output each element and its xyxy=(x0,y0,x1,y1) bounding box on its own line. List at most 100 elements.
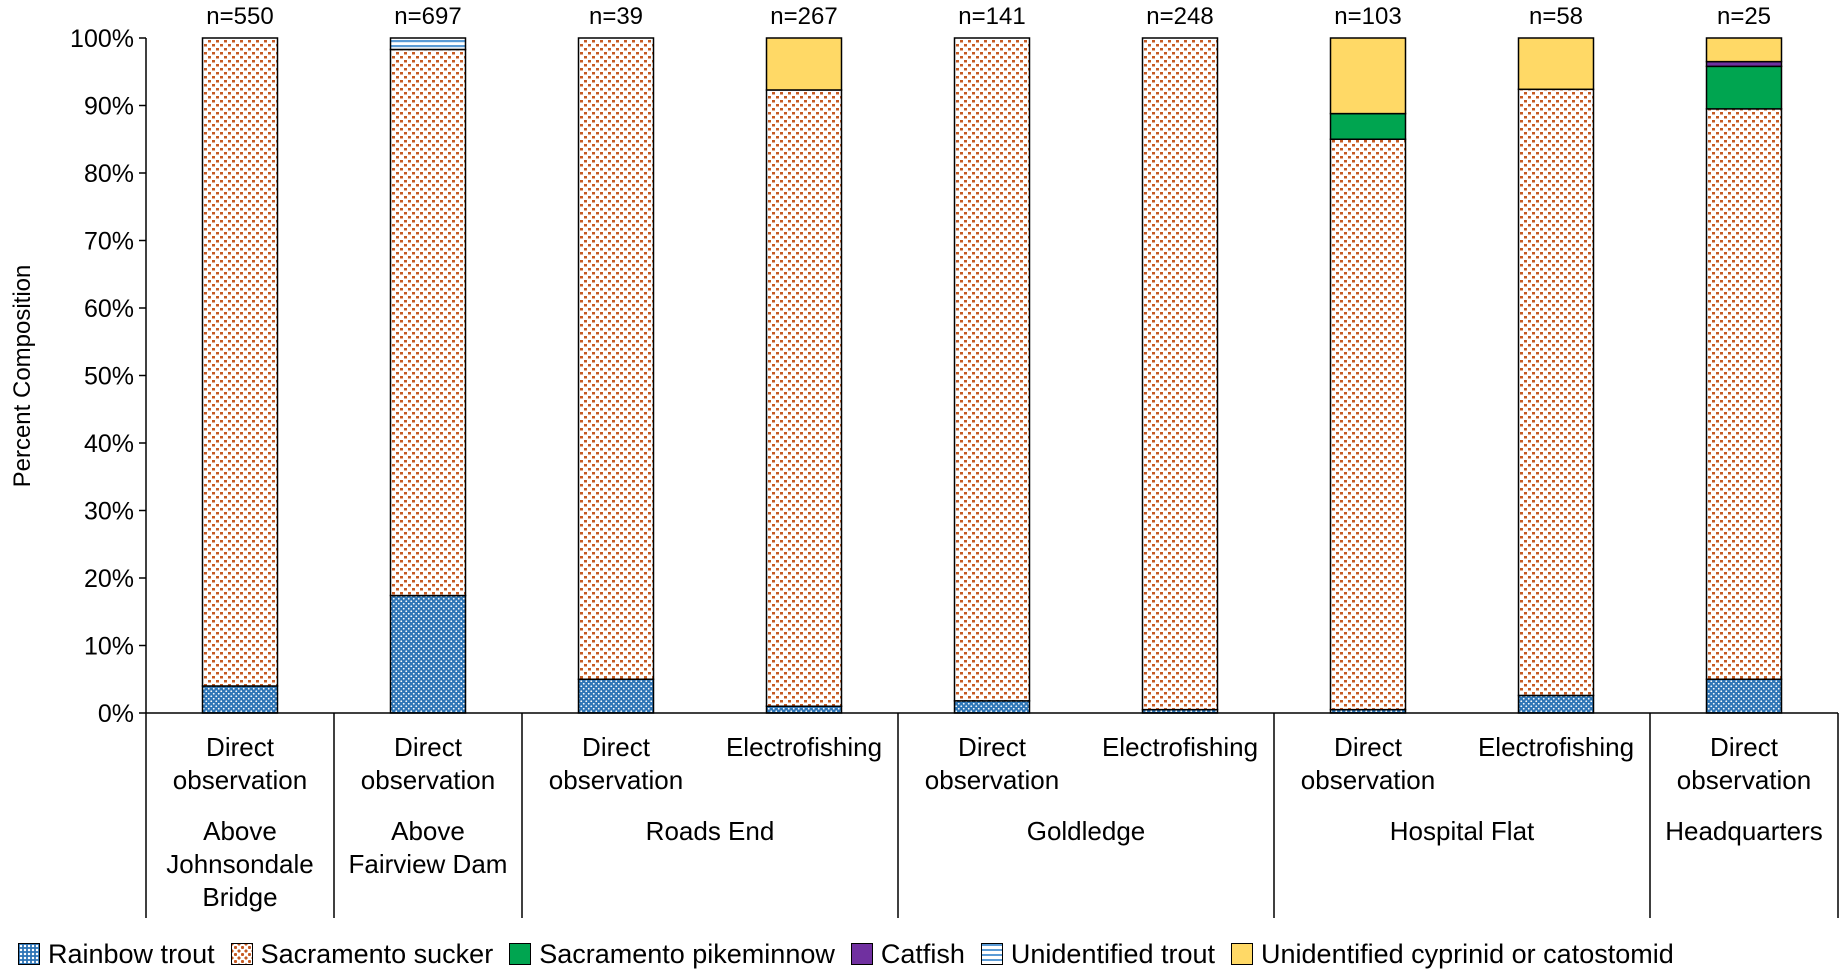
bar-segment-sacramento-sucker xyxy=(201,37,279,687)
bar-segment-sacramento-sucker xyxy=(1329,138,1407,711)
bar-5 xyxy=(953,37,1031,714)
method-label: Direct xyxy=(1710,732,1779,762)
category-axis: DirectobservationDirectobservationDirect… xyxy=(145,712,1839,918)
y-tick-label: 70% xyxy=(84,228,134,256)
y-tick-label: 80% xyxy=(84,160,134,188)
bar-segment-unidentified-cyprinid-or-catostomid xyxy=(1705,37,1783,63)
y-tick-label: 40% xyxy=(84,430,134,458)
y-tick-label: 50% xyxy=(84,363,134,391)
bar-1 xyxy=(201,37,279,714)
bar-6 xyxy=(1141,37,1219,714)
bar-2 xyxy=(389,37,467,714)
n-label: n=267 xyxy=(770,3,837,30)
site-label: Fairview Dam xyxy=(349,849,508,879)
bars xyxy=(201,37,1783,714)
method-label: observation xyxy=(1677,765,1811,795)
n-label: n=39 xyxy=(589,3,643,30)
y-tick-label: 100% xyxy=(70,25,134,53)
method-label: observation xyxy=(1301,765,1435,795)
legend-item-sacramento-pikeminnow: Sacramento pikeminnow xyxy=(509,939,835,970)
site-label: Headquarters xyxy=(1665,816,1823,846)
site-label: Johnsondale xyxy=(166,849,313,879)
bar-segment-rainbow-trout xyxy=(1517,694,1595,714)
legend-label-sacramento-pikeminnow: Sacramento pikeminnow xyxy=(539,938,835,969)
bar-segment-sacramento-sucker xyxy=(953,37,1031,702)
legend-swatch-unidentified-trout xyxy=(980,943,1003,965)
y-tick-label: 30% xyxy=(84,498,134,526)
n-label: n=141 xyxy=(958,3,1025,30)
site-label: Roads End xyxy=(646,816,775,846)
y-tick-label: 60% xyxy=(84,295,134,323)
legend-swatch-unidentified-cyprinid xyxy=(1231,943,1254,965)
bar-segment-sacramento-sucker xyxy=(1517,88,1595,697)
bar-7 xyxy=(1329,37,1407,714)
bar-9 xyxy=(1705,37,1783,714)
site-label: Above xyxy=(391,816,465,846)
legend-label-unidentified-cyprinid: Unidentified cyprinid or catostomid xyxy=(1261,938,1674,969)
legend-item-unidentified-trout: Unidentified trout xyxy=(980,938,1216,970)
bar-segment-sacramento-sucker xyxy=(389,48,467,597)
method-label: Electrofishing xyxy=(1102,732,1258,762)
site-label: Above xyxy=(203,816,277,846)
method-label: Electrofishing xyxy=(726,732,882,762)
method-label: Electrofishing xyxy=(1478,732,1634,762)
y-tick-label: 0% xyxy=(98,700,134,728)
legend-swatch-sacramento-sucker xyxy=(230,943,253,965)
legend: Rainbow trout Sacramento sucker Sacramen… xyxy=(18,937,1690,971)
bar-segment-sacramento-sucker xyxy=(577,37,655,680)
bar-segment-sacramento-sucker xyxy=(1141,37,1219,711)
bar-segment-unidentified-cyprinid-or-catostomid xyxy=(1517,37,1595,91)
legend-label-rainbow-trout: Rainbow trout xyxy=(48,938,215,969)
method-label: observation xyxy=(173,765,307,795)
y-tick-label: 20% xyxy=(84,565,134,593)
bar-segment-rainbow-trout xyxy=(765,705,843,714)
legend-label-unidentified-trout: Unidentified trout xyxy=(1010,938,1216,969)
method-label: Direct xyxy=(394,732,463,762)
n-label: n=25 xyxy=(1717,3,1771,30)
n-label: n=58 xyxy=(1529,3,1583,30)
bar-4 xyxy=(765,37,843,714)
site-label: Goldledge xyxy=(1027,816,1146,846)
legend-label-sacramento-sucker: Sacramento sucker xyxy=(260,938,494,969)
y-tick-label: 10% xyxy=(84,633,134,661)
y-tick-label: 90% xyxy=(84,93,134,121)
bar-segment-sacramento-sucker xyxy=(1705,108,1783,680)
site-label: Bridge xyxy=(202,882,277,912)
legend-swatch-sacramento-pikeminnow xyxy=(509,943,532,965)
bar-segment-rainbow-trout xyxy=(389,594,467,714)
legend-item-unidentified-cyprinid: Unidentified cyprinid or catostomid xyxy=(1231,939,1674,970)
bar-segment-rainbow-trout xyxy=(953,700,1031,714)
legend-item-catfish: Catfish xyxy=(850,938,965,970)
bar-segment-unidentified-cyprinid-or-catostomid xyxy=(765,37,843,91)
bar-3 xyxy=(577,37,655,714)
method-label: Direct xyxy=(206,732,275,762)
bar-segment-unidentified-trout xyxy=(389,37,467,51)
bar-segment-sacramento-sucker xyxy=(765,89,843,708)
legend-swatch-rainbow-trout xyxy=(18,943,40,965)
method-label: observation xyxy=(549,765,683,795)
bar-segment-rainbow-trout xyxy=(577,678,655,714)
method-label: Direct xyxy=(1334,732,1403,762)
site-label: Hospital Flat xyxy=(1390,816,1535,846)
method-label: Direct xyxy=(958,732,1027,762)
n-label: n=103 xyxy=(1334,3,1401,30)
bar-segment-sacramento-pikeminnow xyxy=(1705,65,1783,110)
legend-swatch-catfish xyxy=(850,943,873,965)
bar-segment-sacramento-pikeminnow xyxy=(1329,112,1407,140)
n-label: n=248 xyxy=(1146,3,1213,30)
n-label: n=550 xyxy=(206,3,273,30)
method-label: Direct xyxy=(582,732,651,762)
bar-segment-rainbow-trout xyxy=(1705,678,1783,714)
y-axis-title: Percent Composition xyxy=(9,265,36,488)
y-axis: 0% 10% 20% 30% 40% 50% 60% 70% 80% 90% 100% xyxy=(70,25,147,728)
method-label: observation xyxy=(361,765,495,795)
bar-segment-unidentified-cyprinid-or-catostomid xyxy=(1329,37,1407,115)
legend-item-sacramento-sucker: Sacramento sucker xyxy=(230,938,494,970)
bar-8 xyxy=(1517,37,1595,714)
legend-label-catfish: Catfish xyxy=(880,938,965,969)
stacked-bar-chart: Percent Composition 0% 10% 20% 30% 40% 50% 60%… xyxy=(9,3,1839,918)
sample-size-labels: n=550 n=697 n=39 n=267 n=141 n=248 n=103 n=58 n=… xyxy=(206,3,1771,30)
legend-item-rainbow-trout: Rainbow trout xyxy=(18,939,215,970)
n-label: n=697 xyxy=(394,3,461,30)
